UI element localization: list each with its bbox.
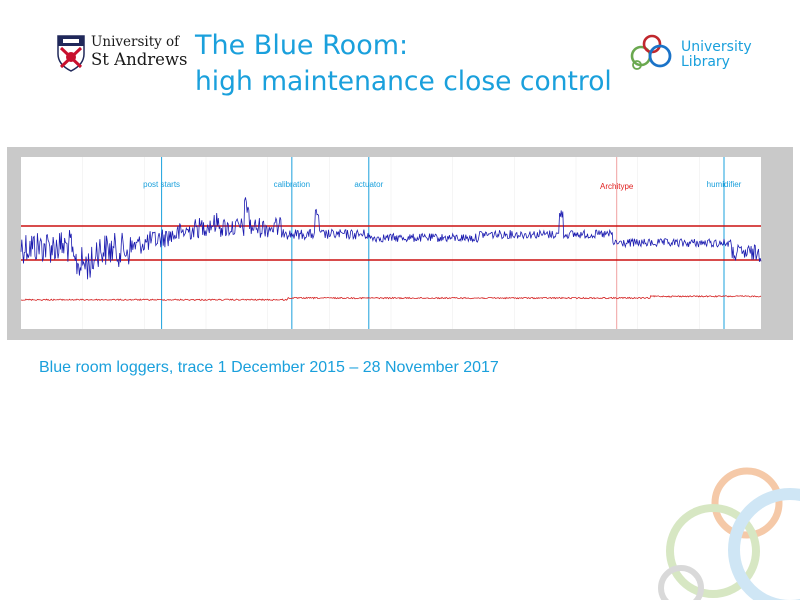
library-line2: Library <box>681 54 730 70</box>
deco-ring-grey-icon <box>658 565 704 600</box>
st-andrews-label: St Andrews <box>91 50 188 70</box>
st-andrews-crest-icon <box>57 35 85 72</box>
deco-ring-orange-icon <box>711 467 783 539</box>
university-library-logo: University Library <box>628 32 758 74</box>
library-line1: University <box>681 39 752 55</box>
slide-title-line1: The Blue Room: <box>195 30 409 61</box>
st-andrews-logo: University of St Andrews <box>56 34 188 76</box>
chart-caption: Blue room loggers, trace 1 December 2015… <box>39 359 499 376</box>
annotation-labels: post starts calibration actuator Architype h… <box>143 180 742 191</box>
annotation-label: post starts <box>143 180 180 189</box>
slide-title-line2: high maintenance close control <box>195 66 612 97</box>
library-wordmark: University Library <box>681 40 752 70</box>
university-of-label: University of <box>91 34 180 50</box>
annotation-label: humidifier <box>707 180 742 189</box>
st-andrews-wordmark: University of St Andrews <box>91 34 188 70</box>
logger-chart: post starts calibration actuator Architype h… <box>7 147 793 340</box>
annotation-label: Architype <box>600 182 634 191</box>
rings-logo-icon <box>630 34 672 70</box>
series-blue-line <box>20 197 762 280</box>
annotation-label: calibration <box>274 180 310 189</box>
series-red-line <box>20 294 762 302</box>
deco-ring-green-icon <box>666 504 760 598</box>
logger-chart-svg: post starts calibration actuator Architype h… <box>7 147 793 340</box>
deco-ring-blue-icon <box>728 488 800 600</box>
annotation-label: actuator <box>354 180 383 189</box>
slide-title: The Blue Room: high maintenance close co… <box>195 28 612 100</box>
